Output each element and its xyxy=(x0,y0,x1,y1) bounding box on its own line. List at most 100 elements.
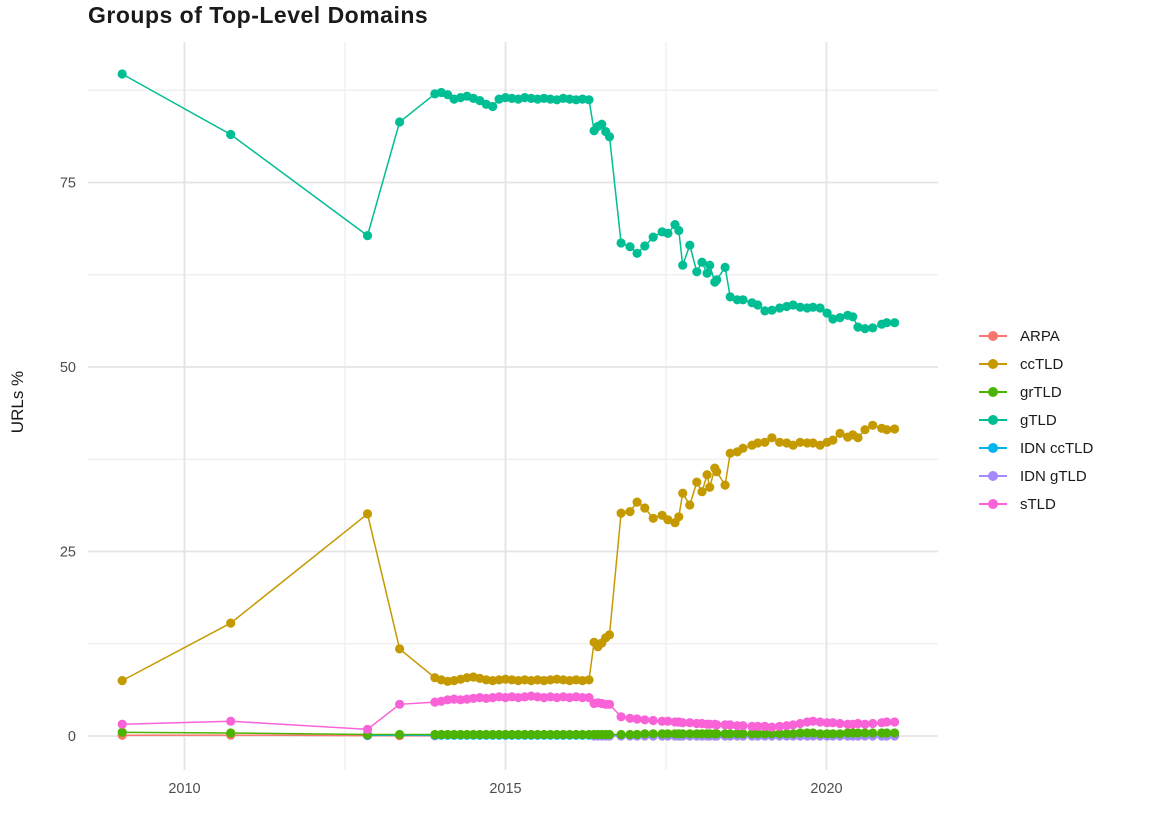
data-point-grtld xyxy=(552,729,562,740)
data-point-cctld xyxy=(117,676,127,686)
data-point-cctld xyxy=(725,448,735,458)
data-point-gtld xyxy=(443,90,453,100)
data-point-grtld xyxy=(604,729,615,740)
data-point-stld xyxy=(738,721,748,731)
data-point-gtld xyxy=(674,225,684,236)
data-point-cctld xyxy=(775,437,785,447)
legend-entry-cctld: ccTLD xyxy=(978,350,1093,378)
data-point-cctld xyxy=(828,435,838,445)
data-point-stld xyxy=(625,713,635,723)
data-point-grtld xyxy=(882,728,892,738)
data-point-cctld xyxy=(604,630,615,640)
data-point-gtld xyxy=(788,300,798,310)
x-tick-label: 2015 xyxy=(489,781,521,797)
data-point-gtld xyxy=(632,248,642,258)
data-point-cctld xyxy=(697,487,707,497)
data-point-gtld xyxy=(775,303,785,313)
legend-key-icon xyxy=(979,443,1007,453)
data-point-gtld xyxy=(725,292,735,302)
data-point-stld xyxy=(362,724,373,735)
x-tick-label: 2010 xyxy=(168,781,200,797)
data-point-cctld xyxy=(860,425,870,435)
data-point-grtld xyxy=(533,729,543,740)
data-point-grtld xyxy=(571,729,581,740)
data-point-gtld xyxy=(815,303,825,313)
data-point-stld xyxy=(117,719,127,729)
data-point-cctld xyxy=(616,508,626,518)
data-point-stld xyxy=(760,721,770,732)
data-point-gtld xyxy=(678,260,688,270)
legend-key-icon xyxy=(979,387,1007,397)
data-point-grtld xyxy=(648,729,658,739)
data-point-grtld xyxy=(782,729,792,739)
chart-title: Groups of Top-Level Domains xyxy=(88,2,429,28)
legend-entry-stld: sTLD xyxy=(978,490,1093,518)
data-point-grtld xyxy=(520,729,530,740)
data-point-grtld xyxy=(640,729,650,739)
data-point-cctld xyxy=(868,420,878,430)
legend-label: gTLD xyxy=(1020,411,1057,429)
data-point-stld xyxy=(882,717,892,727)
data-point-gtld xyxy=(767,305,777,315)
data-point-stld xyxy=(395,699,405,709)
data-point-grtld xyxy=(558,729,568,740)
data-point-gtld xyxy=(822,308,832,318)
data-point-gtld xyxy=(860,324,870,334)
data-point-cctld xyxy=(625,507,635,517)
data-point-grtld xyxy=(226,728,236,738)
data-point-gtld xyxy=(488,101,498,112)
data-point-grtld xyxy=(488,729,498,740)
data-point-gtld xyxy=(692,267,702,277)
data-point-grtld xyxy=(539,729,549,740)
data-point-grtld xyxy=(430,729,440,740)
data-point-gtld xyxy=(640,241,650,251)
data-point-gtld xyxy=(738,295,748,305)
data-point-gtld xyxy=(362,231,373,241)
legend-entry-arpa: ARPA xyxy=(978,322,1093,350)
legend-entry-gtld: gTLD xyxy=(978,406,1093,434)
data-point-gtld xyxy=(795,302,805,312)
legend-label: IDN ccTLD xyxy=(1020,439,1094,457)
data-point-stld xyxy=(788,720,798,730)
data-point-cctld xyxy=(705,482,715,492)
data-point-stld xyxy=(640,715,650,725)
legend-key-icon xyxy=(979,415,1007,425)
data-point-cctld xyxy=(685,500,695,510)
data-point-cctld xyxy=(795,437,805,447)
series-line-cctld xyxy=(121,424,895,683)
data-point-gtld xyxy=(712,275,722,285)
data-point-gtld xyxy=(117,69,127,79)
y-tick-label: 75 xyxy=(60,176,76,192)
data-point-gtld xyxy=(702,268,712,278)
data-point-gtld xyxy=(753,300,763,310)
legend-key-icon xyxy=(979,471,1007,481)
series-line-gtld xyxy=(121,73,895,330)
legend-label: ARPA xyxy=(1020,327,1060,345)
data-point-grtld xyxy=(494,729,504,740)
data-point-grtld xyxy=(853,728,863,738)
data-point-gtld xyxy=(835,313,845,323)
data-point-grtld xyxy=(828,729,838,739)
data-point-grtld xyxy=(678,729,688,739)
data-point-grtld xyxy=(436,729,446,740)
data-point-stld xyxy=(767,722,777,732)
data-point-grtld xyxy=(625,729,635,740)
legend-key-icon xyxy=(979,499,1007,509)
data-point-grtld xyxy=(443,729,453,740)
data-point-cctld xyxy=(760,437,770,447)
data-point-gtld xyxy=(705,260,715,270)
data-point-cctld xyxy=(720,480,730,490)
data-point-gtld xyxy=(685,240,695,250)
data-point-grtld xyxy=(712,729,722,739)
data-point-grtld xyxy=(545,729,556,740)
data-point-stld xyxy=(753,721,763,732)
data-point-stld xyxy=(828,718,838,728)
data-point-grtld xyxy=(616,729,626,740)
data-point-stld xyxy=(775,721,785,732)
data-point-gtld xyxy=(760,306,770,316)
data-point-cctld xyxy=(890,424,900,434)
data-point-grtld xyxy=(775,729,785,739)
data-point-grtld xyxy=(117,727,127,737)
data-point-gtld xyxy=(616,238,626,248)
